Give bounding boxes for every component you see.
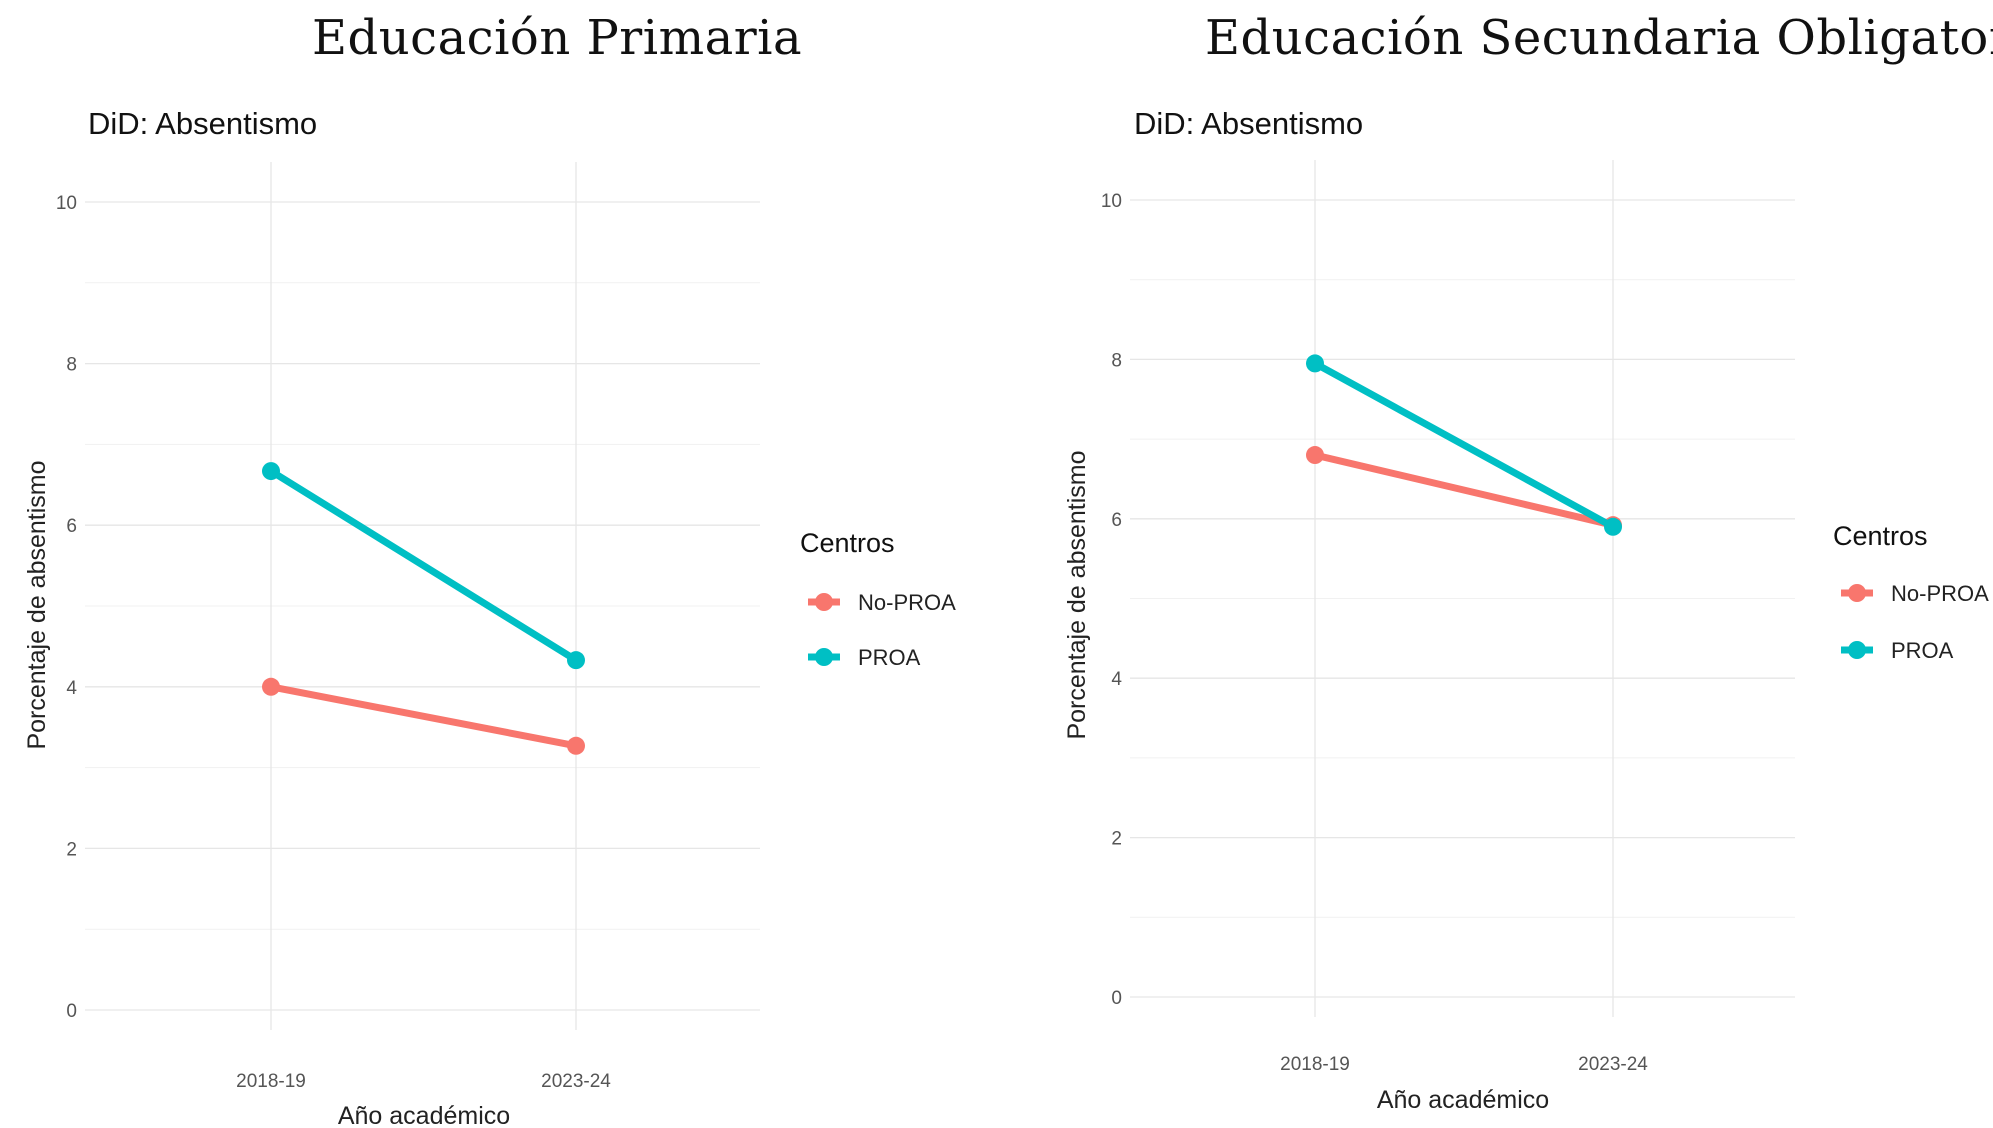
legend-key-point bbox=[1848, 584, 1866, 602]
data-point bbox=[567, 736, 585, 755]
data-point bbox=[567, 651, 585, 670]
plot-grid bbox=[85, 162, 760, 1030]
tick-labels: 0 2 4 6 8 10 2018-19 2023-24 bbox=[1101, 191, 1648, 1075]
data-point bbox=[262, 462, 280, 481]
legend-label: PROA bbox=[858, 645, 921, 670]
x-tick-label: 2018-19 bbox=[236, 1071, 306, 1092]
series-line bbox=[267, 683, 580, 750]
legend-key-point bbox=[815, 648, 833, 666]
y-tick-label: 10 bbox=[1101, 191, 1122, 212]
y-axis-label: Porcentaje de absentismo bbox=[1063, 450, 1091, 739]
series-line bbox=[1311, 359, 1617, 531]
x-axis-label: Año académico bbox=[1377, 1086, 1549, 1114]
chart-panel-secundaria: Educación Secundaria Obligatoria DiD: Ab… bbox=[1040, 0, 1993, 1128]
data-point bbox=[262, 677, 280, 696]
y-tick-label: 6 bbox=[1111, 510, 1122, 531]
y-tick-label: 2 bbox=[66, 839, 77, 860]
legend: Centros No-PROA PROA bbox=[800, 528, 956, 670]
panel-title: Educación Secundaria Obligatoria bbox=[1205, 10, 1993, 66]
x-axis-label: Año académico bbox=[338, 1102, 510, 1128]
series-layer bbox=[1306, 354, 1622, 536]
legend-key-point bbox=[1848, 641, 1866, 659]
legend-label: No-PROA bbox=[858, 590, 956, 615]
panel-title: Educación Primaria bbox=[312, 10, 803, 66]
x-tick-label: 2023-24 bbox=[541, 1071, 611, 1092]
y-tick-label: 8 bbox=[66, 355, 77, 376]
legend-key-point bbox=[815, 593, 833, 611]
legend: Centros No-PROA PROA bbox=[1833, 521, 1989, 663]
series-line bbox=[267, 467, 580, 664]
y-tick-label: 0 bbox=[1111, 988, 1122, 1009]
tick-labels: 0 2 4 6 8 10 2018-19 2023-24 bbox=[56, 193, 611, 1092]
y-axis-label: Porcentaje de absentismo bbox=[23, 460, 51, 749]
chart-svg: DiD: Absentismo 0 2 4 6 8 10 2018-19 2023-24 Po… bbox=[23, 106, 956, 1128]
data-point bbox=[1604, 517, 1622, 536]
y-tick-label: 0 bbox=[66, 1001, 77, 1022]
x-tick-label: 2018-19 bbox=[1280, 1054, 1350, 1075]
y-tick-label: 8 bbox=[1111, 350, 1122, 371]
y-tick-label: 6 bbox=[66, 516, 77, 537]
chart-panel-primaria: Educación Primaria DiD: Absentismo 0 2 4 6 8… bbox=[23, 10, 956, 1128]
y-tick-label: 10 bbox=[56, 193, 77, 214]
legend-label: No-PROA bbox=[1891, 581, 1989, 606]
series-layer bbox=[262, 462, 585, 755]
chart-svg: DiD: Absentismo 0 2 4 6 8 10 2018-19 2023-24 Po… bbox=[1063, 106, 1989, 1114]
legend-title: Centros bbox=[1833, 521, 1928, 551]
plot-grid bbox=[1130, 160, 1795, 1017]
data-point bbox=[1306, 446, 1324, 465]
y-tick-label: 2 bbox=[1111, 829, 1122, 850]
data-point bbox=[1306, 354, 1324, 373]
legend-title: Centros bbox=[800, 528, 895, 558]
x-tick-label: 2023-24 bbox=[1578, 1054, 1648, 1075]
y-tick-label: 4 bbox=[66, 678, 77, 699]
chart-subtitle: DiD: Absentismo bbox=[88, 106, 317, 141]
chart-subtitle: DiD: Absentismo bbox=[1134, 106, 1363, 141]
y-tick-label: 4 bbox=[1111, 669, 1122, 690]
series-line bbox=[1311, 451, 1617, 529]
legend-label: PROA bbox=[1891, 638, 1954, 663]
